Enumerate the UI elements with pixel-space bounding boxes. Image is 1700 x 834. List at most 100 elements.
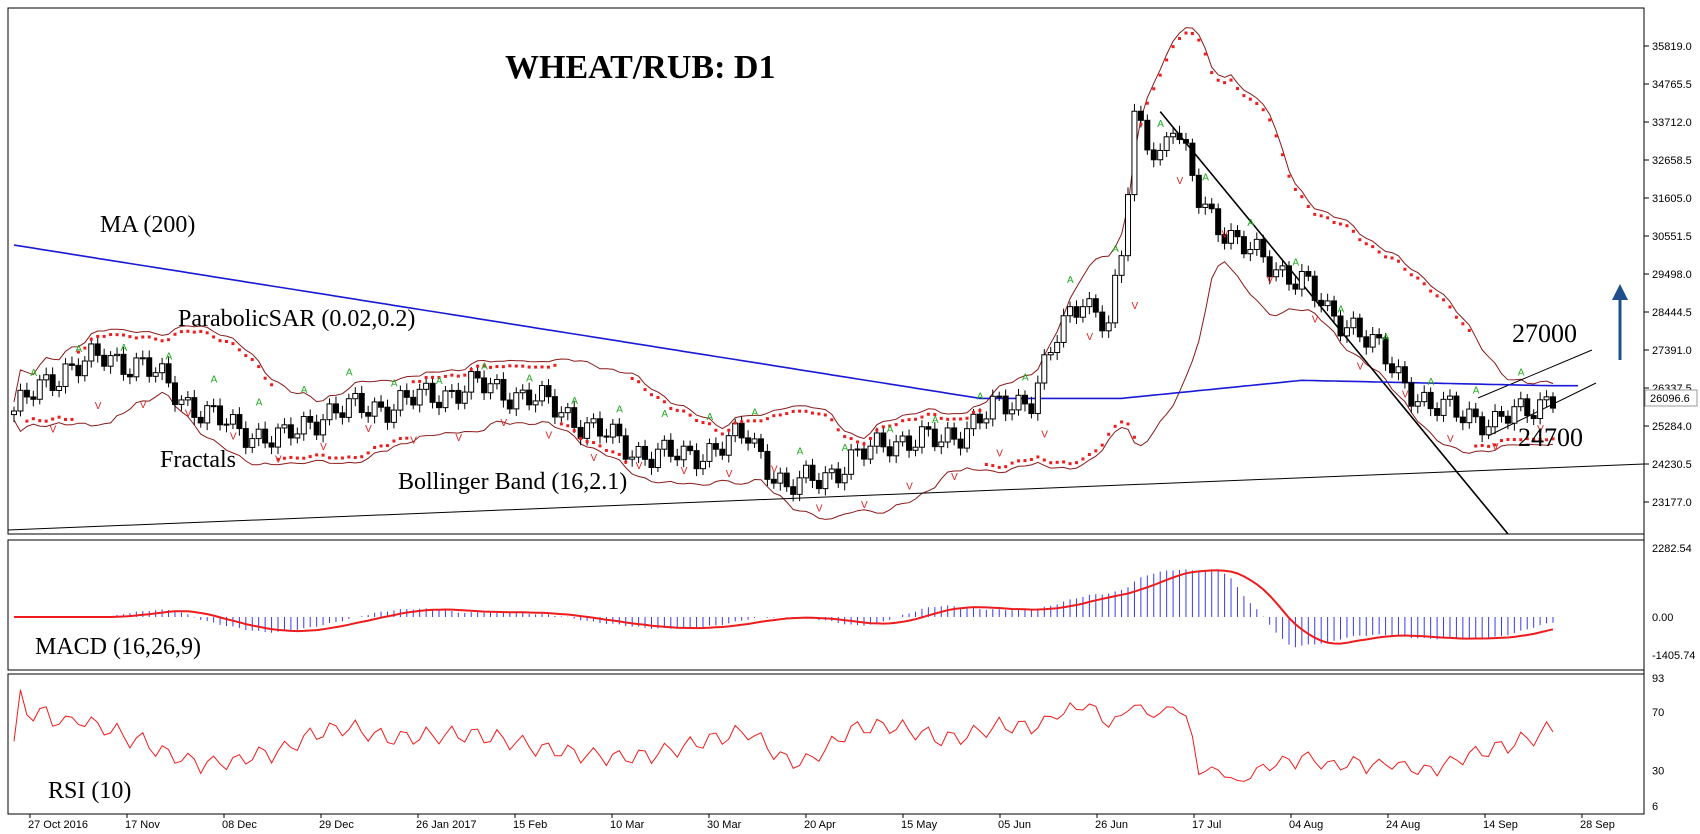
candle-body bbox=[1401, 366, 1408, 384]
candle-body bbox=[1221, 234, 1228, 244]
candle-body bbox=[114, 353, 121, 357]
candle-body bbox=[275, 427, 282, 448]
candle-body bbox=[416, 388, 423, 406]
sar-dot bbox=[373, 445, 377, 449]
sar-dot bbox=[843, 435, 847, 439]
sar-dot bbox=[1042, 458, 1046, 462]
candle-body bbox=[629, 456, 636, 460]
sar-dot bbox=[695, 419, 699, 423]
candlesticks bbox=[11, 103, 1556, 502]
candle-body bbox=[880, 432, 887, 448]
sar-dot bbox=[765, 417, 769, 421]
sar-dot bbox=[334, 456, 338, 460]
fractal-up-icon: A bbox=[1473, 385, 1480, 396]
fractal-down-icon: V bbox=[275, 455, 282, 466]
sar-dot bbox=[1184, 31, 1188, 35]
sar-dot bbox=[1371, 245, 1375, 249]
sar-dot bbox=[907, 418, 911, 422]
candle-body bbox=[184, 397, 191, 401]
fractal-up-icon: A bbox=[1338, 304, 1345, 315]
fractal-down-icon: V bbox=[1131, 301, 1138, 312]
sar-dot bbox=[385, 444, 389, 448]
fractal-down-icon: V bbox=[1177, 176, 1184, 187]
up-arrow-icon bbox=[1612, 284, 1628, 360]
fractal-up-icon: A bbox=[706, 412, 713, 423]
candle-body bbox=[1086, 298, 1093, 308]
candle-body bbox=[590, 418, 597, 424]
candle-body bbox=[481, 377, 488, 394]
sar-dot bbox=[1004, 465, 1008, 469]
sar-dot bbox=[1351, 229, 1355, 233]
sar-dot bbox=[804, 409, 808, 413]
fractal-down-icon: V bbox=[771, 464, 778, 475]
candle-body bbox=[1112, 274, 1119, 324]
candle-body bbox=[1047, 351, 1054, 356]
sar-dot bbox=[482, 364, 486, 368]
candle-body bbox=[1067, 306, 1074, 317]
sar-dot bbox=[469, 368, 473, 372]
candle-body bbox=[1028, 403, 1035, 415]
candle-body bbox=[596, 418, 603, 437]
sar-dot bbox=[51, 417, 55, 421]
sar-dot bbox=[1261, 108, 1265, 112]
fractal-down-icon: V bbox=[861, 500, 868, 511]
fractal-down-icon: V bbox=[185, 408, 192, 419]
candle-body bbox=[36, 379, 43, 400]
sar-dot bbox=[810, 411, 814, 415]
candle-body bbox=[378, 401, 385, 408]
fractal-down-icon: V bbox=[1492, 442, 1499, 453]
sar-dot bbox=[546, 365, 550, 369]
candle-body bbox=[403, 390, 410, 398]
sar-dot bbox=[1197, 38, 1201, 42]
fractal-up-icon: A bbox=[571, 396, 578, 407]
fractal-up-icon: A bbox=[752, 407, 759, 418]
sar-dot bbox=[128, 335, 132, 339]
sar-dot bbox=[965, 416, 969, 420]
sar-dot bbox=[70, 417, 74, 421]
fractal-up-icon: A bbox=[526, 373, 533, 384]
fractal-down-icon: V bbox=[906, 481, 913, 492]
sar-dot bbox=[463, 373, 467, 377]
sar-dot bbox=[25, 419, 29, 423]
sar-dot bbox=[1390, 256, 1394, 260]
sar-dot bbox=[791, 409, 795, 413]
candle-body bbox=[1273, 269, 1280, 278]
candle-body bbox=[474, 371, 481, 379]
candle-body bbox=[56, 385, 63, 391]
candle-body bbox=[1479, 416, 1486, 436]
sar-dot bbox=[1126, 422, 1130, 426]
sar-dot bbox=[785, 412, 789, 416]
price-tick-label: 28444.5 bbox=[1652, 307, 1692, 319]
candle-body bbox=[867, 445, 874, 460]
sar-dot bbox=[1055, 460, 1059, 464]
sar-dot bbox=[984, 462, 988, 466]
price-tick-label: 23177.0 bbox=[1652, 497, 1692, 509]
sar-dot bbox=[1107, 432, 1111, 436]
candle-body bbox=[262, 428, 269, 444]
sar-dot bbox=[89, 337, 93, 341]
sar-dot bbox=[443, 374, 447, 378]
sar-dot bbox=[888, 424, 892, 428]
candle-body bbox=[1298, 270, 1305, 290]
fractal-down-icon: V bbox=[996, 448, 1003, 459]
candle-body bbox=[1517, 398, 1524, 408]
sar-dot bbox=[1551, 437, 1555, 441]
candle-body bbox=[1247, 248, 1254, 255]
sar-dot bbox=[830, 418, 834, 422]
candle-body bbox=[1292, 283, 1299, 290]
macd-label: MACD (16,26,9) bbox=[35, 634, 201, 660]
candle-body bbox=[1260, 238, 1267, 258]
sar-dot bbox=[1081, 457, 1085, 461]
sar-dot bbox=[817, 412, 821, 416]
sar-dot bbox=[1532, 437, 1536, 441]
time-tick-label: 17 Jul bbox=[1192, 819, 1221, 831]
candle-body bbox=[996, 395, 1003, 398]
sar-dot bbox=[836, 428, 840, 432]
candle-body bbox=[191, 397, 198, 418]
sar-dot bbox=[154, 337, 158, 341]
sar-dot bbox=[276, 457, 280, 461]
sar-dot bbox=[868, 436, 872, 440]
fractal-down-icon: V bbox=[545, 430, 552, 441]
fractal-down-icon: V bbox=[50, 425, 57, 436]
candle-body bbox=[506, 399, 513, 410]
